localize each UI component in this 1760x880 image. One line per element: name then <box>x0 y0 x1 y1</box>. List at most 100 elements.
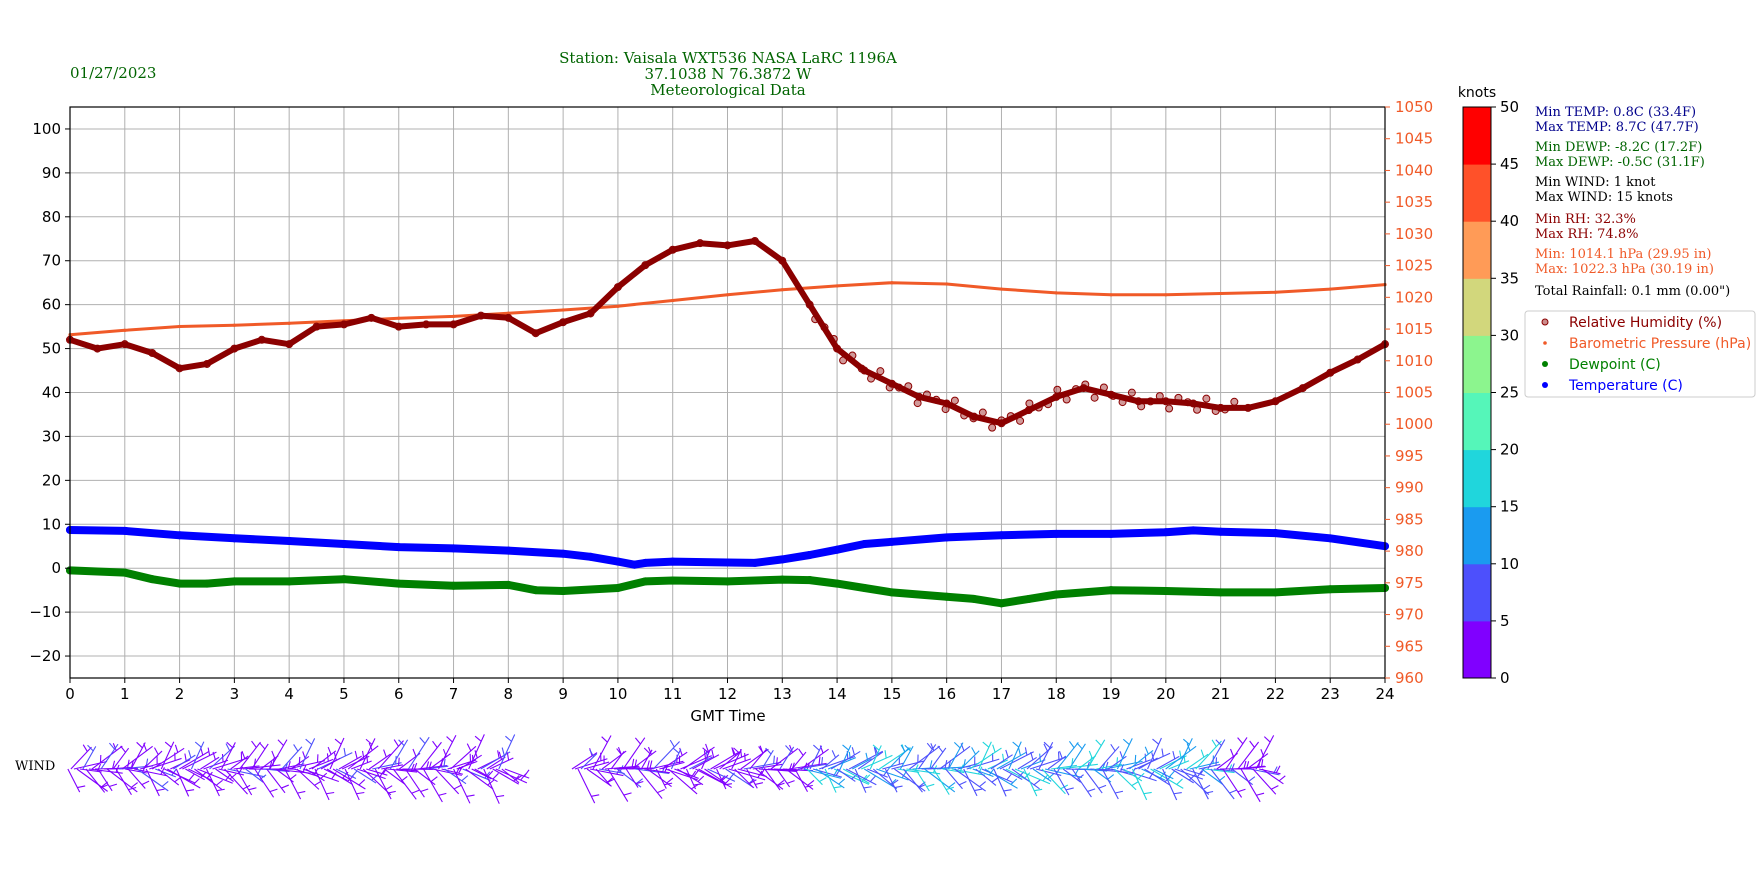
wind-barb-flag <box>865 752 869 761</box>
wind-barb <box>1023 768 1038 797</box>
wind-barb-flag <box>1237 788 1246 793</box>
wind-barb-flag <box>982 741 990 748</box>
y-left-tick-label: 70 <box>42 252 61 270</box>
wind-barb-flag <box>484 771 491 779</box>
data-point <box>922 390 931 399</box>
data-point <box>969 414 978 423</box>
wind-barb <box>743 761 782 770</box>
y-right-tick-label: 980 <box>1395 542 1424 560</box>
wind-barb <box>725 768 755 789</box>
wind-barb <box>1123 768 1143 782</box>
colorbar-tick-label: 40 <box>1500 212 1519 230</box>
wind-barb <box>580 753 598 770</box>
wind-barb-flag <box>326 791 335 795</box>
x-tick-label: 9 <box>558 685 568 703</box>
wind-barb <box>975 768 997 786</box>
data-point <box>723 558 732 567</box>
data-point <box>285 536 294 545</box>
wind-barb-flag <box>873 746 877 755</box>
wind-barb-flag <box>100 784 109 789</box>
wind-barb <box>305 768 325 782</box>
wind-barb-flag <box>1033 779 1041 786</box>
wind-barb-flag <box>958 780 967 786</box>
wind-barb <box>1144 768 1171 786</box>
wind-barb <box>1147 737 1162 770</box>
wind-barb <box>504 768 530 779</box>
wind-barb <box>1222 768 1243 798</box>
data-point <box>451 314 456 318</box>
wind-barb-flag <box>164 741 172 748</box>
data-point <box>1353 355 1362 364</box>
data-point <box>232 323 236 327</box>
wind-barb-flag <box>711 749 715 758</box>
wind-barb-flag <box>974 788 983 792</box>
wind-barb <box>1071 768 1092 798</box>
data-point <box>1062 395 1071 404</box>
wind-barb-flag <box>492 772 499 780</box>
wind-barb-flag <box>153 747 159 755</box>
data-point <box>894 383 903 392</box>
wind-barb <box>1077 755 1097 770</box>
y-left-tick-label: 100 <box>32 120 61 138</box>
data-point <box>904 382 913 391</box>
data-point <box>890 281 894 285</box>
colorbar-unit-label: knots <box>1458 85 1496 101</box>
wind-barb <box>586 768 612 787</box>
wind-barb-flag <box>216 788 225 792</box>
wind-barb-flag <box>1215 739 1222 746</box>
wind-barb-flag <box>991 777 999 783</box>
data-point <box>1024 406 1033 415</box>
wind-barb <box>1195 740 1222 770</box>
series-layer <box>66 236 1389 608</box>
wind-barb <box>290 755 310 770</box>
wind-barb <box>335 768 357 780</box>
x-tick-label: 5 <box>339 685 349 703</box>
wind-barb <box>414 768 436 786</box>
wind-barb <box>396 768 419 772</box>
y-right-tick-label: 1045 <box>1395 130 1433 148</box>
wind-barb-flag <box>992 744 996 753</box>
wind-barb-flag <box>1043 743 1048 752</box>
data-point <box>616 304 620 308</box>
wind-barb <box>112 747 130 770</box>
wind-barb <box>242 764 281 770</box>
wind-barb <box>1105 760 1143 770</box>
colorbar-tick-label: 30 <box>1500 326 1519 344</box>
wind-barb <box>483 768 500 804</box>
wind-barb-flag <box>156 788 165 792</box>
wind-barb-flag <box>141 780 150 786</box>
wind-barb <box>851 758 872 770</box>
data-point <box>805 576 814 585</box>
wind-barb <box>79 768 102 773</box>
wind-barb <box>821 754 840 770</box>
wind-barb-flag <box>733 747 740 754</box>
wind-barb <box>468 734 485 770</box>
wind-barb-flag <box>1047 773 1055 780</box>
wind-barb-flag <box>334 738 342 745</box>
wind-barb-flag <box>1200 749 1205 758</box>
wind-barb-flag <box>1088 750 1093 759</box>
wind-barb <box>185 768 205 781</box>
wind-barb <box>459 754 482 770</box>
data-point <box>559 549 568 558</box>
wind-barb-flag <box>356 791 365 795</box>
wind-barb <box>876 768 909 781</box>
data-point <box>988 423 997 432</box>
wind-barb <box>160 741 175 770</box>
wind-barb-flag <box>1006 773 1013 781</box>
data-point <box>1137 402 1146 411</box>
data-point <box>175 364 184 373</box>
wind-barb <box>179 751 209 770</box>
data-point <box>613 583 622 592</box>
wind-barb <box>338 755 362 770</box>
right-axis: 1050 1045 1040 1035 1030 1025 1020 1015 1010 1005… <box>1385 98 1433 687</box>
wind-barb <box>97 768 113 792</box>
wind-barb-flag <box>979 781 987 788</box>
wind-barb-flag <box>813 744 820 751</box>
wind-barb <box>100 743 119 770</box>
wind-barb <box>906 768 941 775</box>
data-point <box>839 356 848 365</box>
wind-barb <box>284 768 302 800</box>
wind-barb <box>76 768 108 792</box>
